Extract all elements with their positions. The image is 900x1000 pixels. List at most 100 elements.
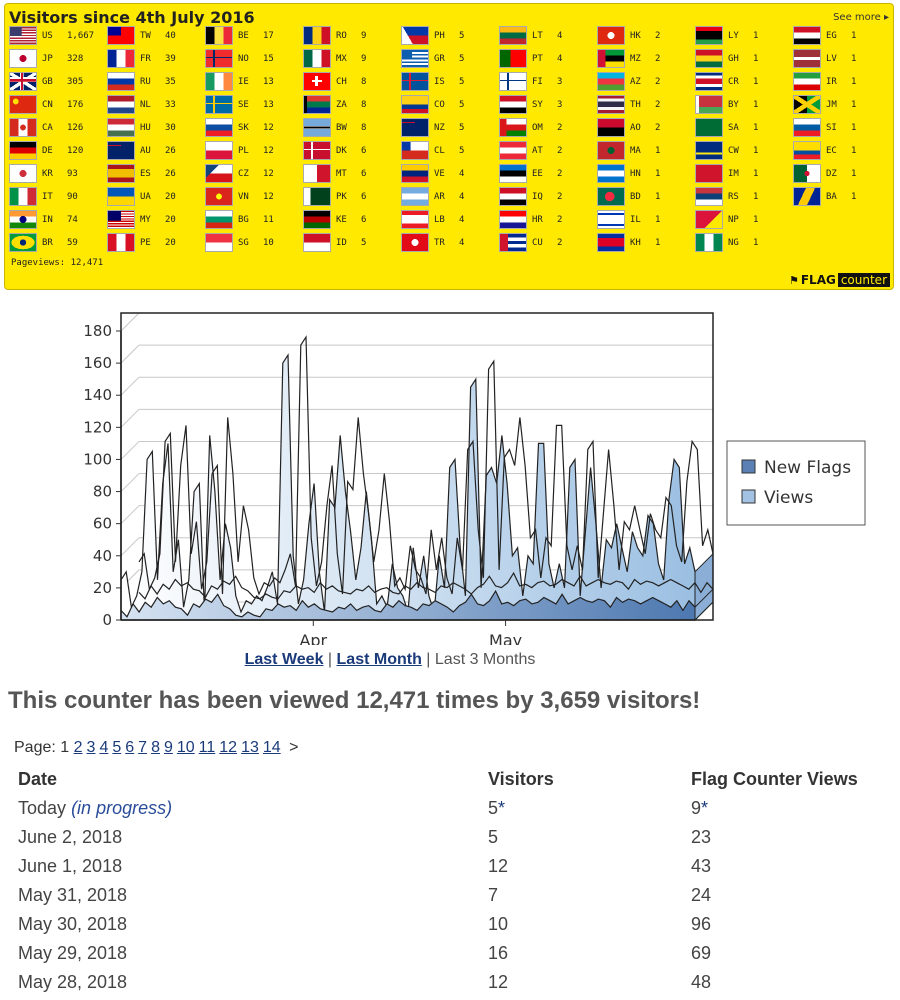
views-cell: 48 [691,972,711,993]
page-link-9[interactable]: 9 [163,739,173,756]
flag-entry-ng: NG 1 [695,231,790,252]
last-3-months-label: Last 3 Months [434,651,536,668]
flag-visitor-count: 1 [851,192,857,202]
last-week-link[interactable]: Last Week [244,651,324,668]
flag-entry-tw: TW 40 [107,24,202,45]
see-more-link[interactable]: See more ▸ [833,12,889,23]
flag-ie-icon [205,72,233,91]
flag-ar-icon [401,187,429,206]
flag-visitor-count: 2 [557,192,563,202]
flag-country-code: SI [826,123,837,133]
flag-visitor-count: 4 [459,169,465,179]
gridline-depth [120,408,140,428]
see-more-label[interactable]: See more [833,12,881,23]
flag-visitor-count: 1 [753,31,759,41]
flag-visitor-count: 5 [459,77,465,87]
flag-country-code: IT [42,192,53,202]
flag-visitor-count: 11 [263,215,274,225]
flag-entry-nz: NZ 5 [401,116,496,137]
flag-country-code: EE [532,169,543,179]
y-tick-label: 160 [83,354,112,372]
flag-co-icon [401,95,429,114]
flag-entry-cn: CN 176 [9,93,104,114]
page-link-8[interactable]: 8 [151,739,160,756]
flag-country-code: NL [140,100,151,110]
flag-entry-im: IM 1 [695,162,790,183]
page-link-4[interactable]: 4 [99,739,109,756]
flag-im-icon [695,164,723,183]
flag-country-code: BY [728,100,739,110]
flag-visitor-count: 9 [361,31,367,41]
flag-visitor-count: 1 [753,100,759,110]
flag-entry-br: BR 59 [9,231,104,252]
flag-dk-icon [303,141,331,160]
date-value: May 28, 2018 [18,972,128,992]
table-row: June 1, 2018 12 43 [18,853,888,882]
flag-entry-at: AT 2 [499,139,594,160]
series-new-flags-back-line [138,571,714,600]
flag-country-code: LV [826,54,837,64]
date-value: May 29, 2018 [18,943,128,963]
flag-entry-nl: NL 33 [107,93,202,114]
banner-title: Visitors since 4th July 2016 [9,8,255,27]
flag-visitor-count: 328 [67,54,84,64]
flag-visitor-count: 3 [557,77,563,87]
flag-entry-id: ID 5 [303,231,398,252]
page-link-10[interactable]: 10 [176,739,195,756]
flag-visitor-count: 13 [263,77,274,87]
date-cell: Today (in progress) [18,798,172,819]
flag-jp-icon [9,49,37,68]
legend-box [726,440,866,526]
flag-entry-dk: DK 6 [303,139,398,160]
flag-country-code: RS [728,192,739,202]
flag-entry-ec: EC 1 [793,139,888,160]
flag-country-code: FR [140,54,151,64]
page-link-11[interactable]: 11 [198,739,216,756]
range-separator: | [323,651,337,668]
legend-label-views: Views [764,488,813,508]
flag-country-code: CZ [238,169,249,179]
flag-country-code: NP [728,215,739,225]
page-link-12[interactable]: 12 [219,739,238,756]
flag-cl-icon [401,141,429,160]
flag-country-code: CO [434,100,445,110]
page-link-2[interactable]: 2 [73,739,83,756]
flag-visitor-count: 20 [165,215,176,225]
page-link-13[interactable]: 13 [241,739,259,756]
flag-visitor-count: 1 [851,146,857,156]
flag-visitor-count: 5 [459,123,465,133]
flag-country-code: HK [630,31,641,41]
page-link-14[interactable]: 14 [262,739,281,756]
page-link-6[interactable]: 6 [125,739,135,756]
flag-visitor-count: 12 [263,123,274,133]
pager-next[interactable]: > [289,739,299,756]
visitors-cell: 16 [488,943,508,964]
visitor-flag-banner: Visitors since 4th July 2016 See more ▸ … [4,3,894,290]
views-value: 24 [691,885,712,905]
chart-legend: New Flags Views [726,440,866,526]
range-separator: | [421,651,435,668]
flag-bg-icon [205,210,233,229]
gridline-depth [120,505,140,525]
flag-mt-icon [303,164,331,183]
legend-swatch-new-flags [741,459,756,474]
date-cell: June 1, 2018 [18,856,122,877]
flag-in-icon [9,210,37,229]
flag-counter-logo[interactable]: ⚑ FLAG counter [789,273,890,287]
flag-visitor-count: 5 [459,100,465,110]
flag-entry-de: DE 120 [9,139,104,160]
flag-country-code: IN [42,215,53,225]
pager-label: Page: [14,739,56,756]
page-link-3[interactable]: 3 [86,739,96,756]
flag-country-code: IE [238,77,249,87]
views-value: 23 [691,827,712,847]
flag-entry-gr: GR 5 [401,47,496,68]
last-month-link[interactable]: Last Month [336,651,422,668]
flag-pk-icon [303,187,331,206]
views-value: 9 [691,798,702,818]
page-link-5[interactable]: 5 [112,739,122,756]
flag-cw-icon [695,141,723,160]
chart-axes: 0 20 40 60 80 100 120 140 160 180 Apr May [83,322,695,645]
page-link-7[interactable]: 7 [138,739,148,756]
flag-country-code: EC [826,146,837,156]
